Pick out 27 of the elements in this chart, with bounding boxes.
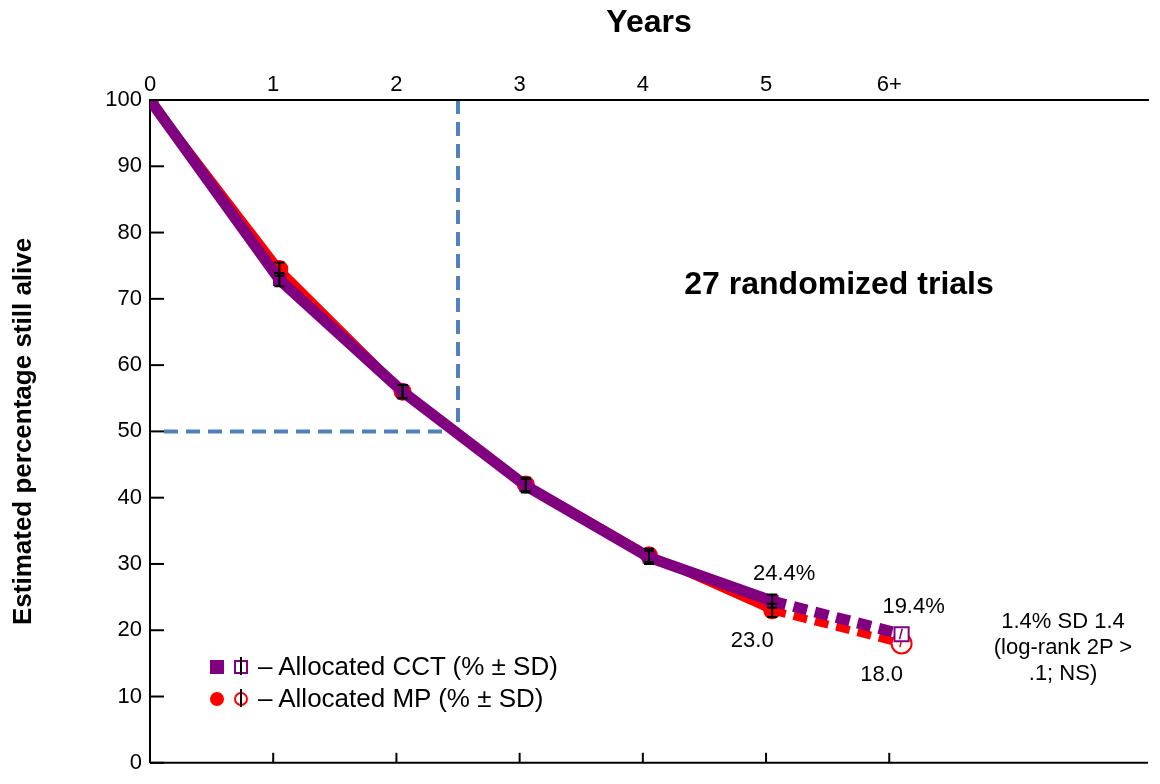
y-tick-label: 20	[117, 616, 142, 642]
y-tick-label: 80	[117, 218, 142, 244]
data-label: 18.0	[860, 660, 903, 686]
annotation: 1.4% SD 1.4 (log-rank 2P > .1; NS)	[992, 607, 1134, 686]
y-tick-label: 10	[117, 682, 142, 708]
x-tick-label: 5	[759, 70, 773, 96]
y-tick-label: 70	[117, 284, 142, 310]
x-tick-label: 6+	[876, 70, 902, 96]
legend-label: – Allocated CCT (% ± SD)	[258, 651, 558, 683]
y-tick-label: 50	[117, 417, 142, 443]
annotation: 27 randomized trials	[683, 265, 995, 302]
data-label: 23.0	[730, 627, 774, 653]
y-tick-label: 100	[105, 86, 142, 112]
x-tick-label: 1	[267, 70, 280, 96]
y-tick-label: 30	[117, 550, 142, 576]
legend-label: – Allocated MP (% ± SD)	[258, 683, 544, 715]
x-tick-label: 3	[513, 70, 526, 96]
data-label: 24.4%	[753, 560, 816, 586]
x-axis-title: Years	[606, 3, 692, 40]
data-label: 19.4%	[882, 593, 945, 619]
y-tick-label: 60	[117, 351, 142, 377]
y-tick-label: 90	[117, 152, 142, 178]
x-tick-label: 4	[636, 70, 649, 96]
y-axis-title: Estimated percentage still alive	[6, 237, 37, 626]
x-tick-label: 2	[390, 70, 403, 96]
y-tick-label: 40	[117, 483, 142, 509]
y-tick-label: 0	[129, 748, 142, 774]
